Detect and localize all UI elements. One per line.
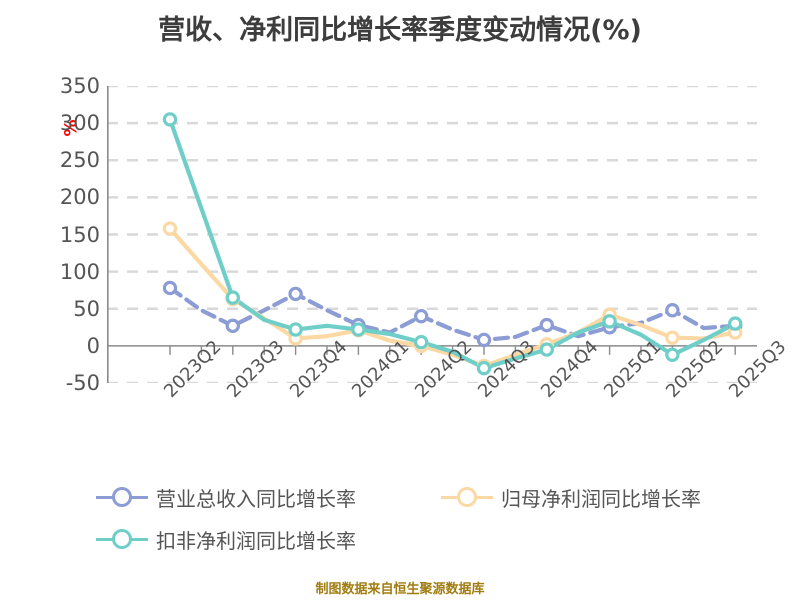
data-point-marker bbox=[225, 290, 241, 305]
legend-marker-icon bbox=[441, 484, 493, 510]
chart-legend: 营业总收入同比增长率 归母净利润同比增长率 扣非净利润同比增长率 bbox=[0, 476, 800, 560]
data-point-marker bbox=[665, 330, 680, 345]
data-point-marker bbox=[288, 286, 303, 302]
data-point-marker bbox=[602, 314, 617, 329]
data-point-marker bbox=[539, 342, 554, 357]
data-point-marker bbox=[162, 280, 178, 296]
data-point-marker bbox=[162, 221, 178, 236]
legend-item-deducted-profit[interactable]: 扣非净利润同比增长率 bbox=[96, 525, 441, 554]
y-tick-label: 100 bbox=[59, 259, 100, 284]
y-tick-label: 0 bbox=[86, 333, 100, 358]
legend-row-1: 营业总收入同比增长率 归母净利润同比增长率 bbox=[0, 476, 800, 518]
legend-row-2: 扣非净利润同比增长率 bbox=[0, 518, 800, 560]
legend-marker-icon bbox=[96, 484, 148, 510]
legend-label-deducted-profit: 扣非净利润同比增长率 bbox=[156, 528, 356, 553]
legend-label-revenue: 营业总收入同比增长率 bbox=[156, 486, 356, 511]
footer-source-note: 制图数据来自恒生聚源数据库 bbox=[315, 582, 485, 597]
chart-svg bbox=[107, 86, 757, 383]
y-tick-label: -50 bbox=[65, 371, 100, 395]
data-point-marker bbox=[414, 308, 429, 324]
y-tick-label: 200 bbox=[59, 185, 100, 210]
x-axis-tick-labels: 2023Q2 2023Q3 2023Q4 2024Q1 2024Q2 2024Q3 2024… bbox=[107, 336, 791, 473]
legend-label-net-profit: 归母净利润同比增长率 bbox=[501, 486, 701, 511]
data-point-marker bbox=[539, 317, 554, 333]
legend-item-revenue[interactable]: 营业总收入同比增长率 bbox=[96, 483, 441, 512]
y-tick-label: 150 bbox=[59, 222, 100, 247]
data-point-marker bbox=[728, 316, 743, 331]
data-point-marker bbox=[162, 112, 178, 127]
plot-area bbox=[107, 86, 757, 383]
chart-title: 营收、净利同比增长率季度变动情况(%) bbox=[158, 15, 642, 46]
series-line bbox=[167, 117, 738, 371]
legend-marker-icon bbox=[96, 526, 148, 552]
y-tick-label: 250 bbox=[59, 148, 100, 173]
data-point-marker bbox=[665, 303, 680, 318]
data-point-marker bbox=[476, 360, 492, 376]
data-point-marker bbox=[288, 322, 303, 337]
y-axis-tick-labels: -50 0 50 100 150 200 250 300 350 bbox=[50, 74, 100, 395]
data-point-marker bbox=[225, 318, 241, 334]
y-tick-label: 350 bbox=[59, 74, 100, 98]
data-point-marker bbox=[414, 334, 429, 350]
legend-item-net-profit[interactable]: 归母净利润同比增长率 bbox=[441, 483, 701, 512]
data-point-marker bbox=[351, 322, 366, 337]
y-tick-label: 50 bbox=[73, 296, 100, 321]
data-point-marker bbox=[665, 347, 680, 362]
data-point-marker bbox=[476, 332, 492, 348]
series-line bbox=[167, 285, 738, 343]
y-tick-label: 300 bbox=[59, 111, 100, 136]
